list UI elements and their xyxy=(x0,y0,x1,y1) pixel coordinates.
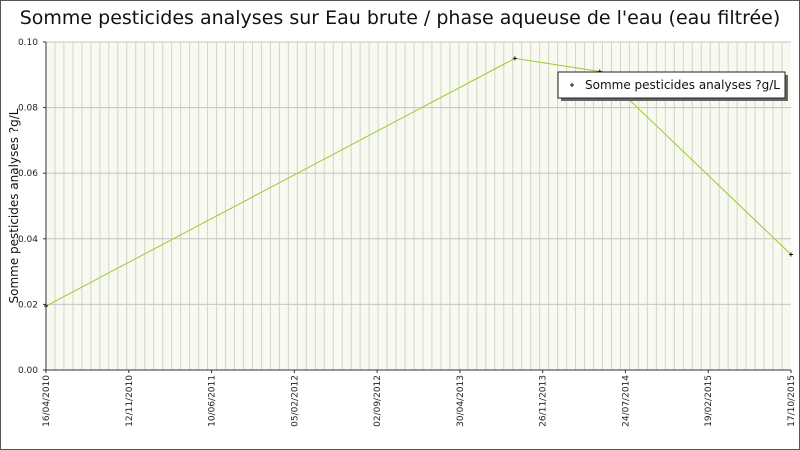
x-tick-label: 02/09/2012 xyxy=(373,375,383,427)
tick-labels: 0.00 0.02 0.04 0.06 0.08 0.10 16/04/2010 12/11/… xyxy=(18,38,797,427)
x-tick-label: 17/10/2015 xyxy=(787,375,797,427)
series-line xyxy=(45,57,792,307)
legend: Somme pesticides analyses ?g/L xyxy=(557,71,788,101)
data-point xyxy=(44,304,48,309)
x-tick-label: 10/06/2011 xyxy=(208,375,218,427)
x-tick-label: 24/07/2014 xyxy=(621,375,631,427)
axes xyxy=(43,41,792,373)
x-tick-label: 30/04/2013 xyxy=(456,375,466,427)
x-tick-label: 05/02/2012 xyxy=(290,375,300,427)
y-tick-label: 0.04 xyxy=(18,235,38,245)
y-tick-label: 0.00 xyxy=(18,366,38,376)
y-tick-label: 0.10 xyxy=(18,38,38,48)
legend-label: Somme pesticides analyses ?g/L xyxy=(585,78,780,92)
legend-box xyxy=(557,71,786,99)
data-point xyxy=(512,56,517,61)
y-tick-label: 0.02 xyxy=(18,300,38,310)
y-tick-label: 0.06 xyxy=(18,169,38,179)
y-tick-label: 0.08 xyxy=(18,104,38,114)
grid-lines xyxy=(46,41,791,370)
x-tick-label: 19/02/2015 xyxy=(704,375,714,427)
y-axis-title: Somme pesticides analyses ?g/L xyxy=(7,108,21,303)
series-layer xyxy=(44,56,793,309)
x-tick-label: 26/11/2013 xyxy=(539,375,549,427)
x-tick-label: 16/04/2010 xyxy=(42,375,52,427)
x-tick-label: 12/11/2010 xyxy=(125,375,135,427)
data-point xyxy=(789,252,793,257)
chart-title: Somme pesticides analyses sur Eau brute … xyxy=(19,7,781,29)
legend-marker-icon xyxy=(570,83,574,87)
legend-marker-glyph xyxy=(570,83,574,87)
